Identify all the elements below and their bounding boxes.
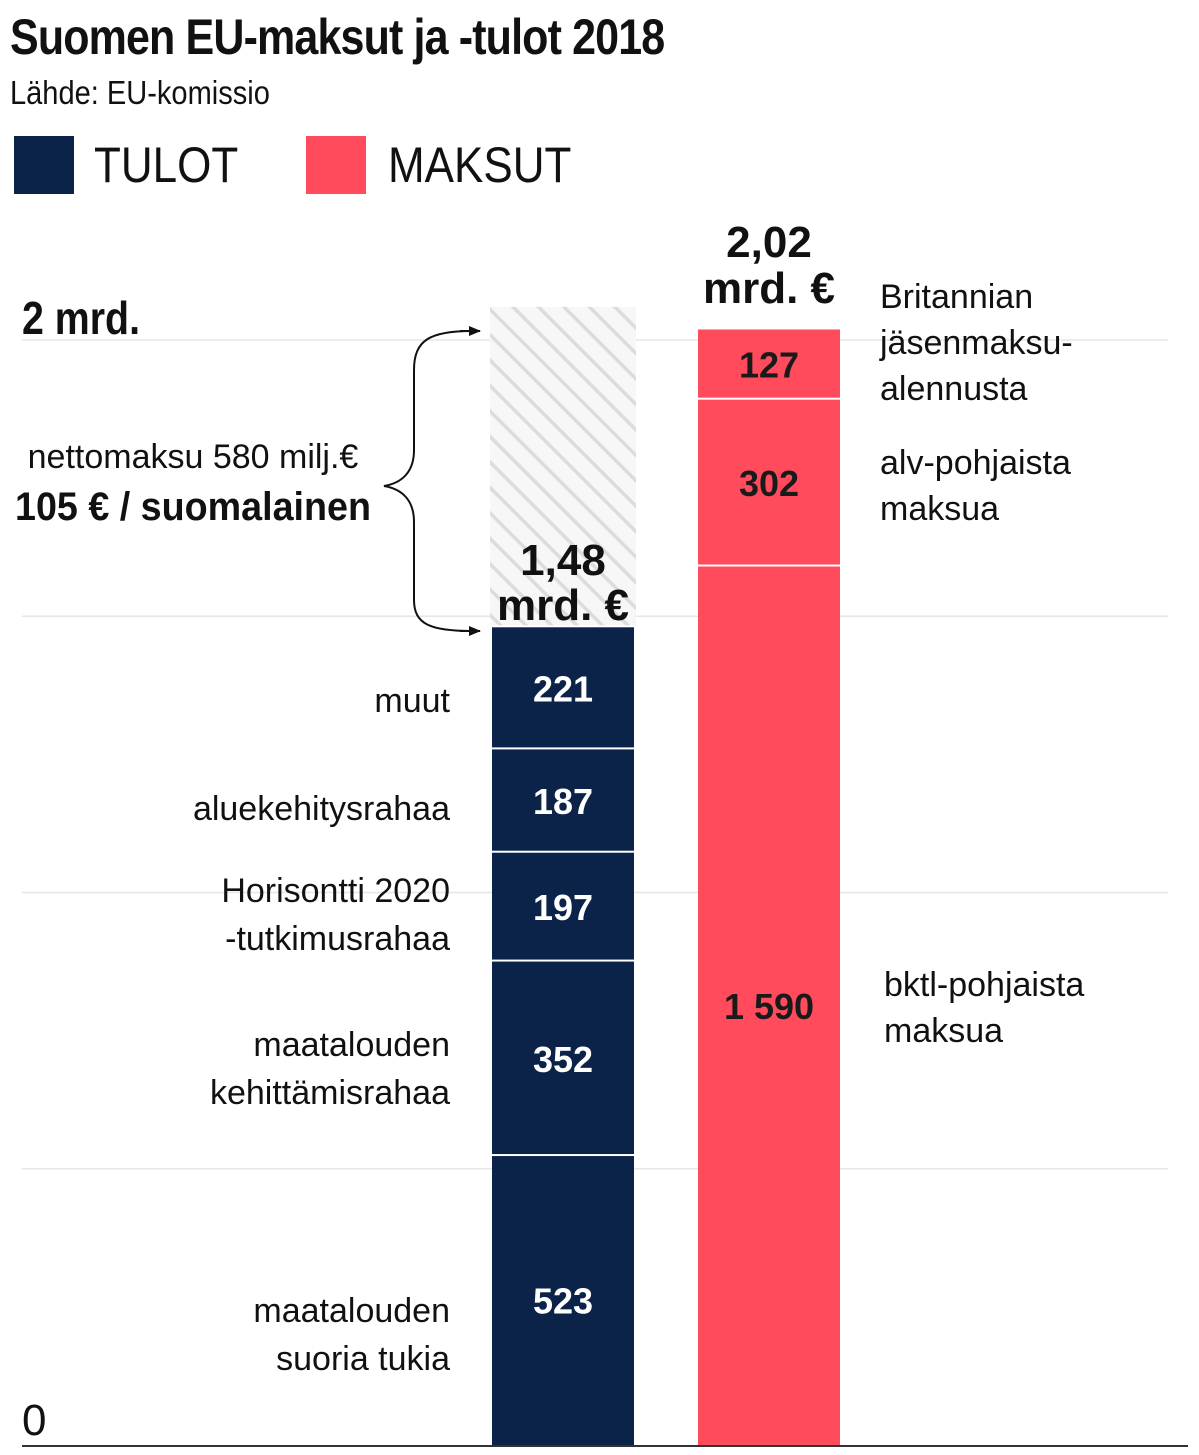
- legend-label-maksut: MAKSUT: [388, 137, 572, 193]
- bar-segment: [492, 627, 634, 748]
- segment-label: suoria tukia: [276, 1340, 450, 1378]
- segment-label: jäsenmaksu-: [879, 324, 1073, 362]
- segment-label: bktl-pohjaista: [884, 966, 1084, 1004]
- data-label: 127: [739, 345, 799, 386]
- segment-label: maatalouden: [253, 1292, 450, 1330]
- data-label: 221: [533, 668, 593, 709]
- segment-label: aluekehitysrahaa: [193, 790, 450, 828]
- chart-source: Lähde: EU-komissio: [10, 74, 270, 111]
- total-label: mrd. €: [497, 581, 629, 630]
- legend-swatch-tulot: [14, 136, 74, 194]
- segment-label: muut: [374, 682, 450, 720]
- total-label: 2,02: [726, 218, 812, 267]
- y-tick-label: 2 mrd.: [22, 292, 140, 344]
- net-payment-brace: [383, 330, 473, 632]
- bar-segment: [698, 399, 840, 565]
- chart-title: Suomen EU-maksut ja -tulot 2018: [10, 9, 665, 65]
- segment-label: Horisontti 2020: [221, 872, 450, 910]
- legend-label-tulot: TULOT: [94, 137, 239, 193]
- segment-label: alv-pohjaista: [880, 444, 1071, 482]
- annotation-line1: nettomaksu 580 milj.€: [28, 438, 359, 476]
- bar-segment: [492, 1156, 634, 1445]
- data-label: 302: [739, 463, 799, 504]
- legend-swatch-maksut: [306, 136, 366, 194]
- segment-label: alennusta: [880, 370, 1028, 408]
- data-label: 187: [533, 781, 593, 822]
- bar-segment: [698, 566, 840, 1445]
- data-label: 352: [533, 1039, 593, 1080]
- segment-label: maksua: [884, 1012, 1003, 1050]
- segment-label: -tutkimusrahaa: [225, 920, 450, 958]
- bar-segment: [492, 852, 634, 960]
- total-label: mrd. €: [703, 264, 835, 313]
- data-label: 197: [533, 887, 593, 928]
- net-payment-hatch: [490, 306, 636, 626]
- segment-label: Britannian: [880, 278, 1033, 316]
- bar-segment: [698, 329, 840, 398]
- total-label: 1,48: [520, 536, 606, 585]
- data-label: 523: [533, 1281, 593, 1322]
- bar-segment: [492, 961, 634, 1155]
- segment-label: maksua: [880, 490, 999, 528]
- annotation-line2: 105 € / suomalainen: [15, 485, 371, 529]
- segment-label: kehittämisrahaa: [210, 1074, 450, 1112]
- data-label: 1 590: [724, 986, 814, 1027]
- y-tick-label: 0: [22, 1396, 46, 1445]
- bar-segment: [492, 749, 634, 851]
- segment-label: maatalouden: [253, 1026, 450, 1064]
